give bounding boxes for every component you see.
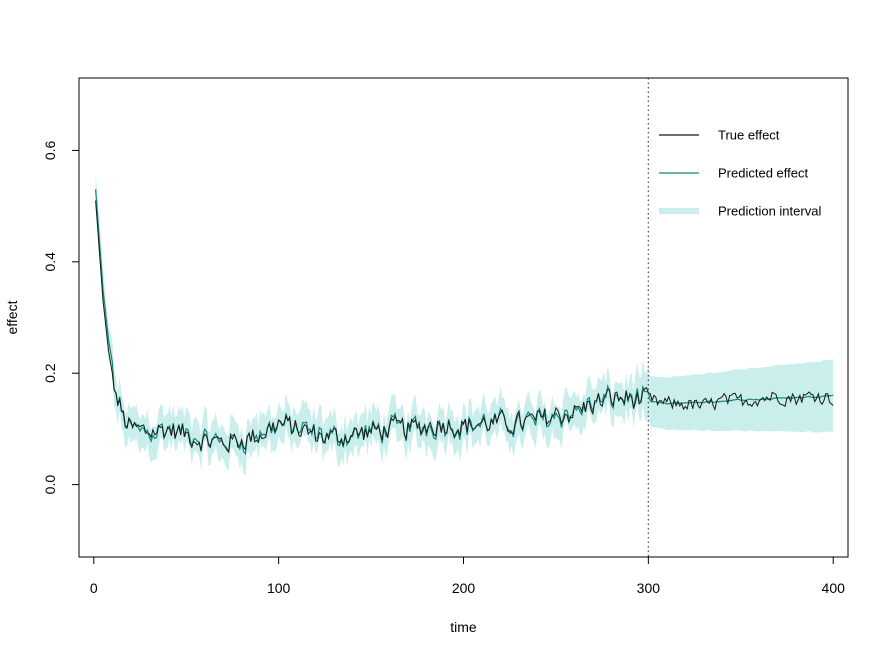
legend-predicted-effect-label: Predicted effect: [718, 166, 808, 181]
legend-true-effect-label: True effect: [718, 128, 780, 143]
x-tick-label: 300: [637, 580, 661, 596]
y-axis: 0.0 0.2 0.4 0.6: [42, 140, 80, 495]
true-effect-line: [95, 200, 834, 454]
legend: True effect Predicted effect Prediction …: [659, 128, 821, 219]
x-tick-label: 400: [822, 580, 846, 596]
y-tick-label: 0.2: [42, 363, 58, 383]
x-axis: 0 100 200 300 400: [90, 556, 846, 596]
plot-frame: [78, 77, 849, 558]
prediction-interval-area: [95, 174, 834, 477]
y-axis-label: effect: [4, 300, 20, 334]
y-tick-label: 0.6: [42, 140, 58, 160]
y-tick-label: 0.0: [42, 475, 58, 495]
prediction-interval-band: [95, 174, 834, 477]
x-axis-label: time: [450, 619, 477, 635]
x-tick-label: 200: [452, 580, 476, 596]
x-tick-label: 100: [267, 580, 291, 596]
legend-prediction-interval-label: Prediction interval: [718, 204, 821, 219]
y-tick-label: 0.4: [42, 252, 58, 272]
true-effect-path: [95, 200, 834, 454]
x-tick-label: 0: [90, 580, 98, 596]
